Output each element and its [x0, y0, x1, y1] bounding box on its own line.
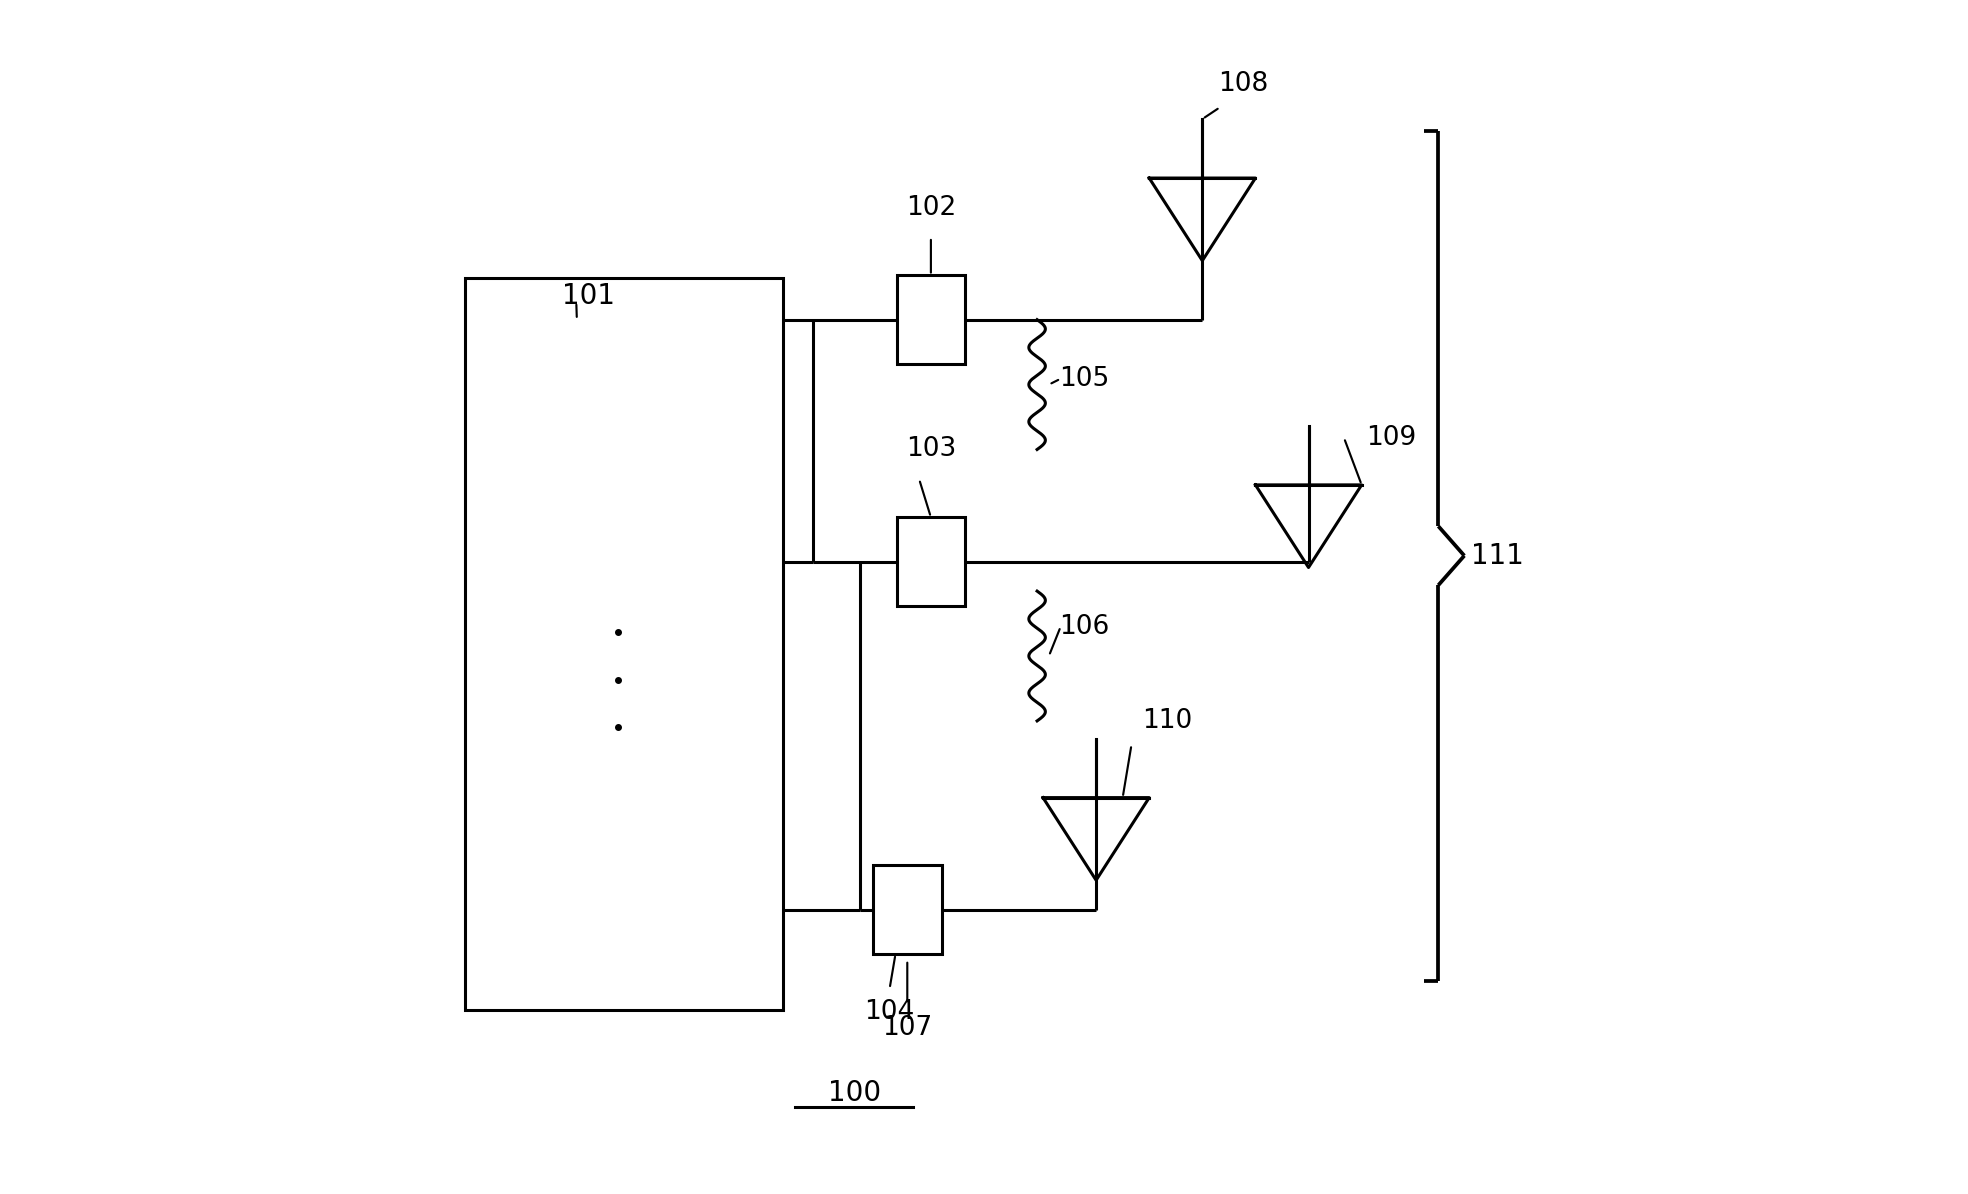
Text: 106: 106: [1059, 614, 1110, 640]
Bar: [897, 517, 964, 605]
Bar: [897, 276, 964, 364]
Text: 109: 109: [1366, 425, 1417, 450]
Text: 105: 105: [1059, 365, 1110, 392]
Text: 107: 107: [882, 1015, 933, 1041]
Text: 102: 102: [905, 195, 956, 221]
Bar: [874, 866, 941, 954]
Text: 108: 108: [1218, 70, 1269, 97]
Text: 104: 104: [864, 999, 915, 1026]
Text: 103: 103: [905, 437, 956, 462]
Text: 111: 111: [1470, 542, 1523, 570]
Text: 110: 110: [1141, 708, 1193, 734]
Bar: [464, 278, 783, 1010]
Text: 101: 101: [563, 282, 616, 310]
Text: 100: 100: [829, 1078, 882, 1107]
